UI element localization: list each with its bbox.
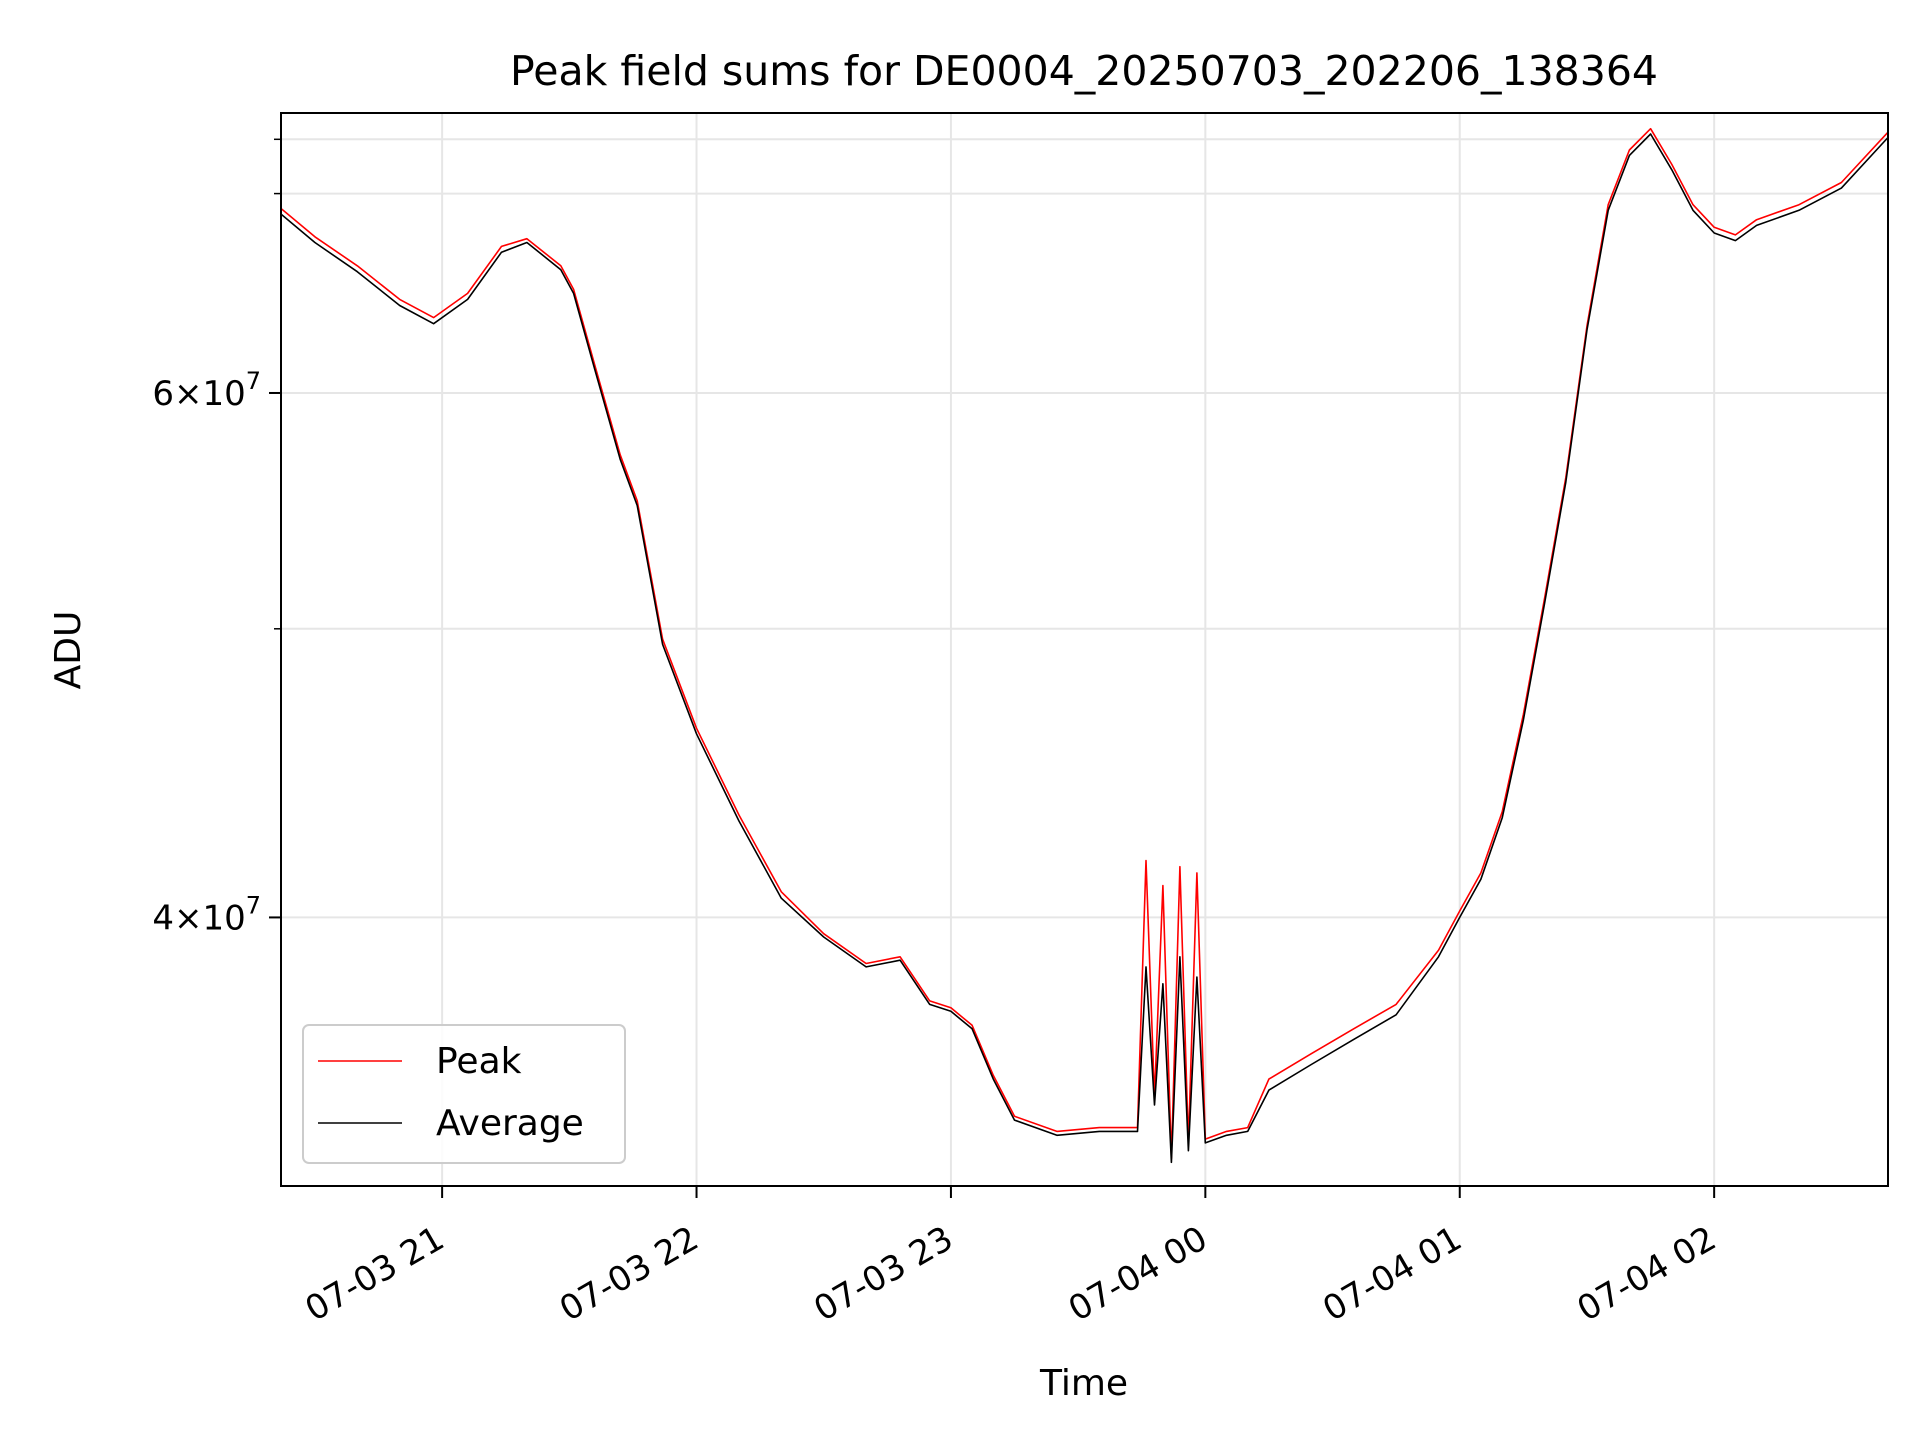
x-axis-label: Time [1039, 1363, 1128, 1404]
chart-title: Peak field sums for DE0004_20250703_2022… [510, 47, 1658, 95]
y-axis-label: ADU [48, 611, 89, 690]
series-layer [281, 127, 1888, 1164]
grid [281, 113, 1888, 1186]
y-tick-label: 6×107 [152, 367, 261, 414]
legend-label-average: Average [436, 1103, 584, 1144]
y-axis: 4×107 6×107 [152, 138, 281, 938]
plot-frame [280, 112, 1889, 1187]
legend: Peak Average [302, 1024, 626, 1164]
series-line-average [281, 133, 1888, 1164]
series-line-peak [281, 127, 1888, 1160]
legend-box [302, 1024, 626, 1164]
legend-label-peak: Peak [436, 1041, 522, 1082]
y-tick-label: 4×107 [152, 891, 261, 938]
